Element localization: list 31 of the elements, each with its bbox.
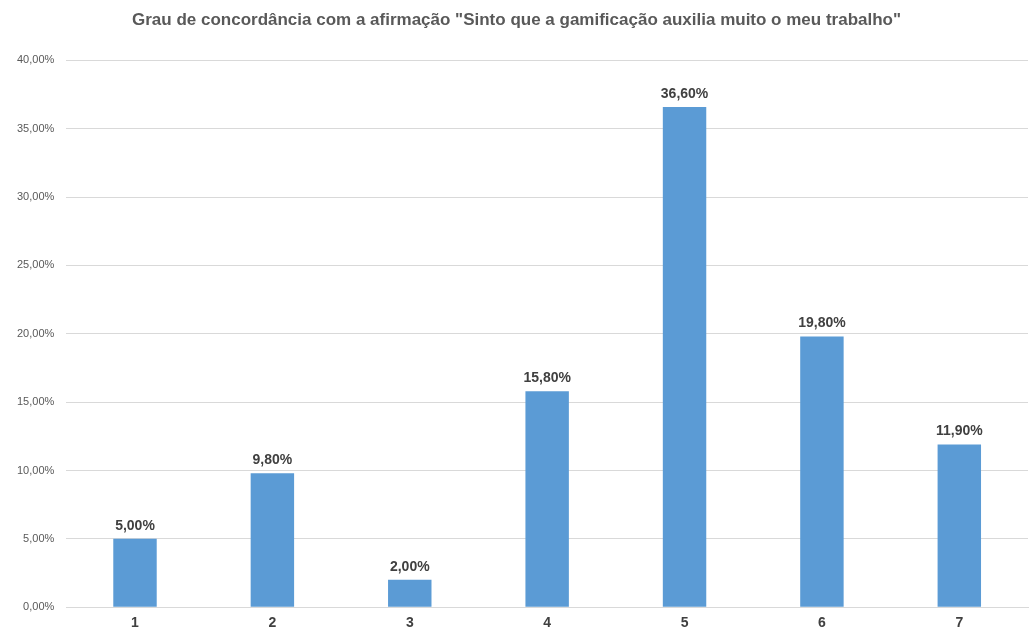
y-tick-label: 15,00% (17, 395, 55, 408)
bar (525, 391, 569, 607)
y-tick-label: 40,00% (17, 53, 55, 66)
x-tick-label: 4 (543, 614, 552, 631)
bar (937, 444, 982, 607)
y-tick-label: 25,00% (17, 258, 55, 271)
x-tick-label: 3 (405, 614, 414, 631)
x-tick-label: 6 (818, 614, 827, 631)
x-tick-label: 1 (131, 614, 140, 631)
y-tick-label: 35,00% (17, 121, 55, 134)
data-label: 11,90% (935, 422, 984, 439)
chart-title: Grau de concordância com a afirmação "Sinto que a gamificação auxilia muito o meu trabalho" (131, 9, 902, 29)
y-tick-label: 10,00% (17, 463, 55, 476)
y-tick-label: 20,00% (17, 326, 55, 339)
bar (250, 473, 295, 607)
x-tick-label: 2 (268, 614, 277, 631)
data-label: 2,00% (389, 557, 431, 574)
bar (662, 106, 707, 607)
bar (388, 579, 432, 607)
y-tick-label: 5,00% (23, 531, 55, 544)
bar (800, 336, 844, 607)
data-label: 9,80% (252, 451, 293, 468)
bar (113, 538, 157, 607)
y-tick-label: 30,00% (17, 190, 55, 203)
x-tick-label: 5 (680, 614, 689, 631)
data-label: 19,80% (798, 314, 847, 331)
y-tick-label: 0,00% (23, 600, 55, 613)
x-tick-label: 7 (955, 614, 964, 631)
data-label: 15,80% (523, 369, 572, 386)
data-label: 36,60% (660, 84, 709, 101)
data-label: 5,00% (115, 516, 156, 533)
